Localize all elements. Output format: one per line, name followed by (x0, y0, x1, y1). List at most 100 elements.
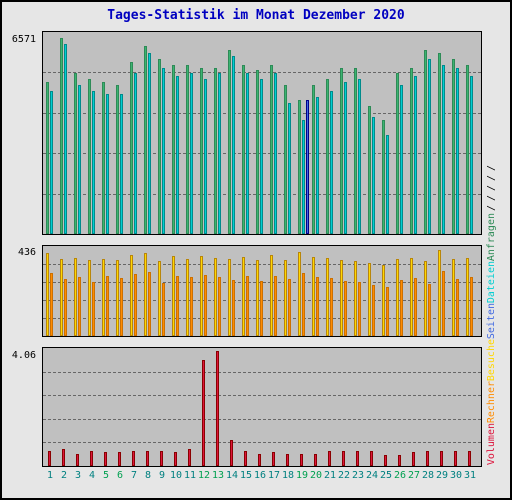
bar (466, 258, 469, 336)
legend-item: Volumen (486, 423, 497, 465)
xaxis-tick: 14 (225, 470, 239, 481)
xaxis-tick: 21 (323, 470, 337, 481)
bar (438, 53, 441, 234)
bar (256, 70, 259, 234)
plot-middle (42, 245, 482, 337)
xaxis-tick: 8 (141, 470, 155, 481)
xaxis-tick: 7 (127, 470, 141, 481)
bar (232, 280, 235, 336)
bar (174, 452, 177, 466)
bar (274, 276, 277, 336)
bar (400, 280, 403, 336)
plot-top (42, 31, 482, 235)
bar (316, 97, 319, 234)
xaxis-tick: 20 (309, 470, 323, 481)
bar (302, 120, 305, 234)
bar (64, 279, 67, 336)
bar (274, 73, 277, 234)
bar (204, 275, 207, 336)
bar (50, 91, 53, 234)
xaxis-tick: 9 (155, 470, 169, 481)
bar (102, 82, 105, 234)
bar (470, 76, 473, 234)
legend-item: Besuche (486, 339, 497, 381)
bar (74, 258, 77, 336)
bar (246, 73, 249, 234)
bar (228, 259, 231, 336)
bar (428, 284, 431, 336)
bar (130, 62, 133, 234)
bar (76, 454, 79, 466)
bar (284, 85, 287, 234)
bar (214, 258, 217, 336)
xaxis-tick: 3 (71, 470, 85, 481)
bar (384, 455, 387, 466)
bar (370, 451, 373, 466)
bar (358, 282, 361, 336)
bar (132, 451, 135, 466)
bar (386, 135, 389, 234)
bar (410, 68, 413, 234)
bar (330, 278, 333, 336)
bar (356, 451, 359, 466)
bar (260, 281, 263, 336)
bar (146, 451, 149, 466)
bar (428, 59, 431, 234)
bar (354, 261, 357, 336)
legend-item: Anfragen (486, 213, 497, 261)
bar (326, 258, 329, 336)
bar (368, 263, 371, 336)
bar (438, 250, 441, 336)
bar (62, 449, 65, 466)
xaxis-tick: 31 (463, 470, 477, 481)
bar (466, 65, 469, 234)
chart-title: Tages-Statistik im Monat Dezember 2020 (2, 8, 510, 23)
bar (286, 454, 289, 466)
bar (244, 451, 247, 466)
bar (456, 68, 459, 234)
bar (92, 91, 95, 234)
bar (216, 351, 219, 466)
bar (90, 451, 93, 466)
bar (158, 261, 161, 336)
bar (78, 277, 81, 336)
bar (106, 276, 109, 336)
bar (456, 279, 459, 336)
bar (442, 65, 445, 234)
bar (396, 259, 399, 336)
xaxis-tick: 23 (351, 470, 365, 481)
bar (300, 454, 303, 466)
bar (426, 451, 429, 466)
bar (202, 360, 205, 466)
bar (50, 273, 53, 336)
bar (400, 85, 403, 234)
bar (382, 120, 385, 234)
bar (120, 278, 123, 336)
bar (134, 73, 137, 234)
xaxis-tick: 2 (57, 470, 71, 481)
bar (116, 260, 119, 336)
bar (470, 277, 473, 336)
bar (48, 451, 51, 466)
bar (186, 65, 189, 234)
bar (200, 256, 203, 336)
bar (326, 79, 329, 234)
bar (424, 261, 427, 336)
bar (176, 276, 179, 336)
bar (410, 258, 413, 336)
bar (372, 285, 375, 336)
xaxis-tick: 30 (449, 470, 463, 481)
bar (60, 38, 63, 234)
bar (442, 271, 445, 336)
bar (330, 91, 333, 234)
bar (230, 440, 233, 466)
bar (46, 82, 49, 234)
bar (46, 253, 49, 336)
bar (344, 82, 347, 234)
bar (468, 451, 471, 466)
bar (306, 100, 309, 234)
xaxis-tick: 26 (393, 470, 407, 481)
bar (242, 65, 245, 234)
bar (188, 449, 191, 466)
legend-item: Seiten (486, 303, 497, 339)
